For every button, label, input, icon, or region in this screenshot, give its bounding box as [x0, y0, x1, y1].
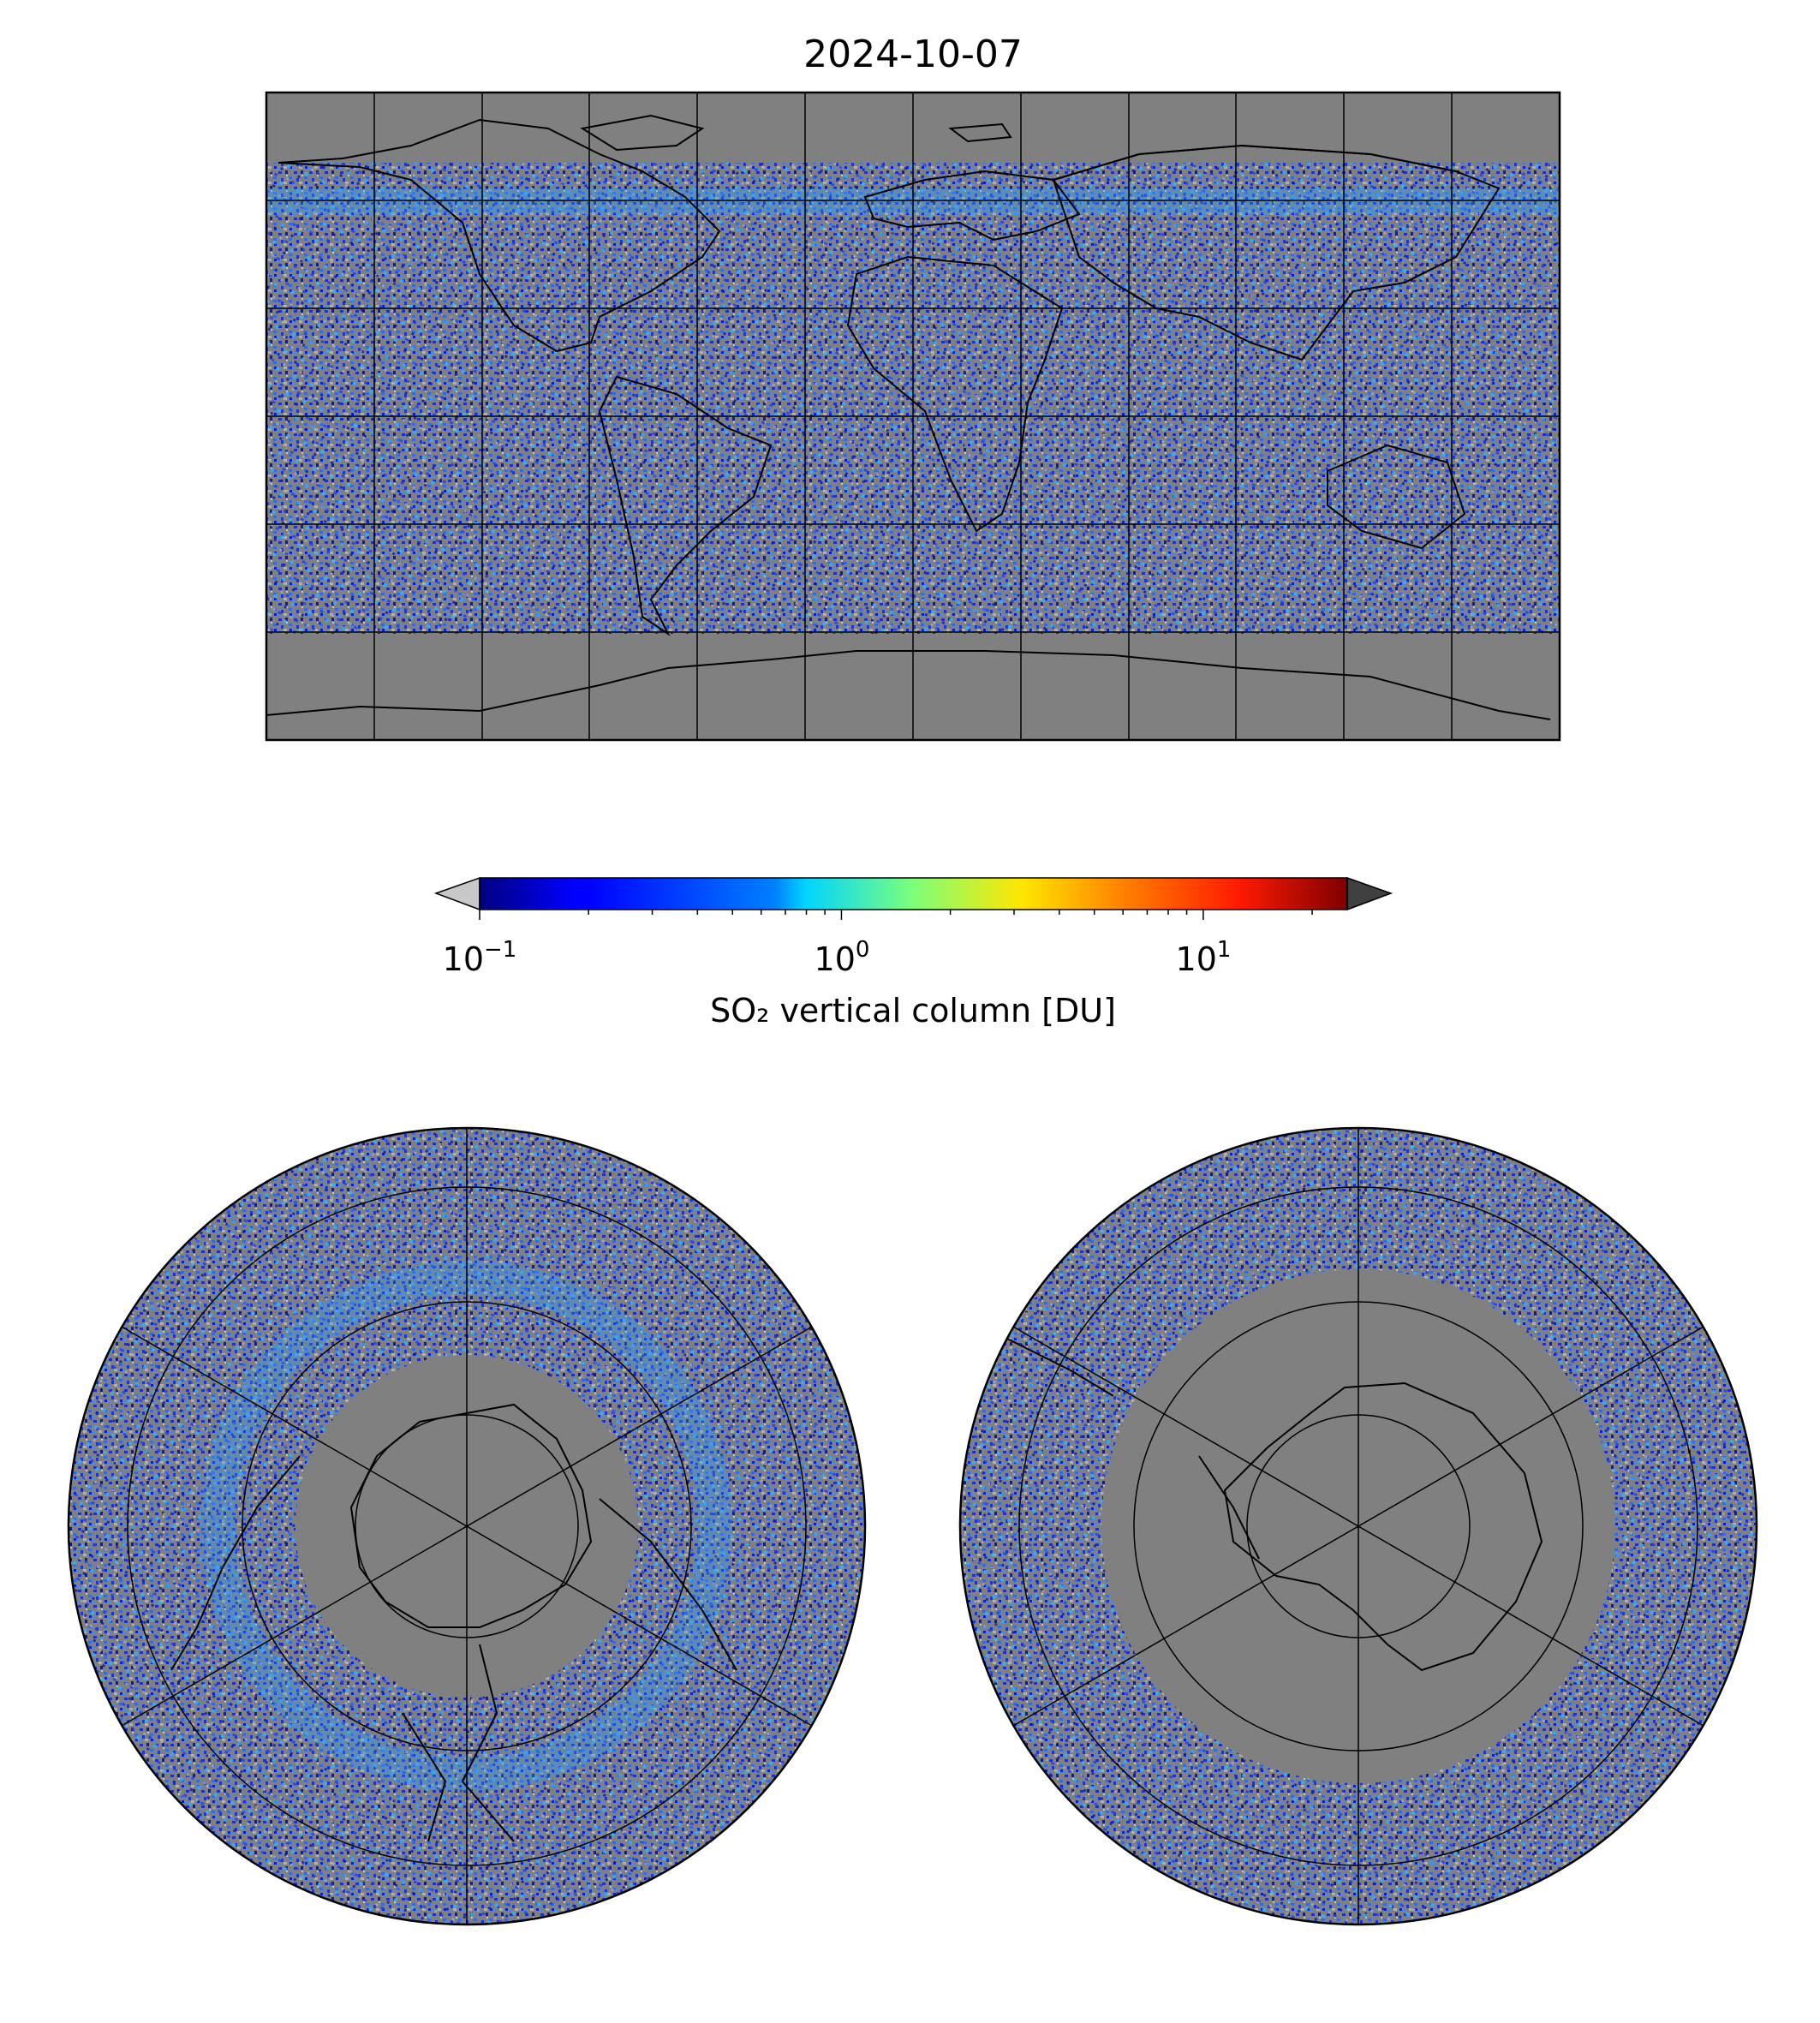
colorbar-tick-label-2: 101 [1176, 937, 1232, 978]
colorbar-frame [479, 877, 1348, 910]
colorbar-tick-label-1: 100 [815, 937, 870, 978]
south-coastlines [984, 1327, 1543, 1672]
global-graticule [266, 92, 1560, 740]
global-map-frame [265, 91, 1561, 742]
figure-title: 2024-10-07 [803, 33, 1023, 76]
global-map [265, 91, 1561, 742]
colorbar-over-extension [1346, 876, 1393, 911]
colorbar-under-extension [433, 876, 480, 911]
north-polar-frame [67, 1126, 867, 1926]
colorbar-ticks [479, 910, 1313, 920]
colorbar-tick-label-0: 10−1 [443, 937, 517, 978]
global-coastlines [266, 114, 1551, 720]
colorbar-gradient [480, 878, 1347, 910]
north-graticule [121, 1128, 813, 1925]
south-polar-map [958, 1126, 1758, 1926]
colorbar-label: SO₂ vertical column [DU] [710, 992, 1116, 1029]
south-polar-frame [958, 1126, 1758, 1926]
colorbar: 10−1 100 101 SO₂ vertical column [DU] [433, 876, 1393, 1029]
north-polar-map [67, 1126, 867, 1926]
south-graticule [1012, 1128, 1704, 1925]
